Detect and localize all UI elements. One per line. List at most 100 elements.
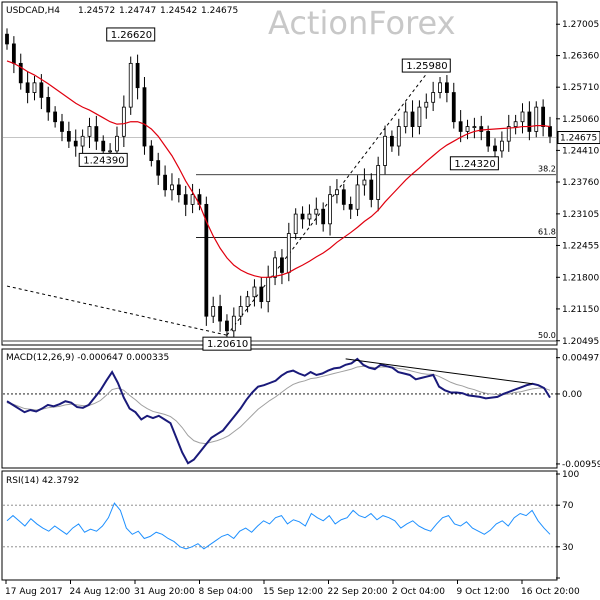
ohlc-high: 1.24747 (119, 6, 156, 16)
candle-body (534, 106, 539, 132)
candle-body (458, 121, 463, 132)
candle-body (108, 150, 113, 153)
candle-body (321, 208, 326, 225)
candle-body (218, 306, 222, 322)
price-y-tick-label: 1.21800 (562, 273, 599, 283)
candle-body (259, 286, 264, 303)
candle-body (115, 135, 119, 152)
candle-body (293, 213, 298, 234)
rsi-line (6, 502, 551, 550)
candle-body (94, 126, 99, 142)
candle-body (438, 82, 442, 93)
rsi-layer (3, 502, 556, 550)
candle-body (493, 145, 497, 152)
candle-body (252, 286, 257, 298)
candle-body (286, 233, 291, 273)
candle-body (46, 97, 51, 113)
candle-body (396, 126, 401, 147)
candle-body (273, 257, 277, 278)
candle-body (183, 194, 188, 205)
price-y-tick-label: 1.22455 (562, 241, 599, 251)
rsi-panel-frame (1, 470, 558, 581)
candle-body (499, 140, 504, 152)
x-tick-label: 8 Sep 04:00 (199, 587, 254, 597)
macd-divergence-line (345, 358, 533, 385)
macd-signal-line (6, 365, 551, 445)
candle-body (362, 179, 367, 186)
fib-label: 38.2 (538, 165, 556, 174)
moving-average-line (6, 60, 551, 278)
price-y-tick-label: 1.23105 (562, 210, 599, 220)
candle-body (11, 43, 16, 64)
trendline (6, 285, 228, 336)
candle-body (355, 184, 360, 210)
price-annotation-box (78, 152, 128, 167)
macd-panel-frame (1, 348, 558, 469)
candle-body (383, 135, 387, 166)
candle-body (541, 106, 546, 127)
candle-body (163, 174, 167, 191)
candle-body (314, 208, 319, 215)
candle-body (486, 131, 491, 147)
candle-body (149, 145, 154, 162)
current-price-tag (557, 131, 600, 145)
candle-body (156, 160, 161, 176)
x-tick-label: 17 Aug 2017 (5, 587, 63, 597)
candle-body (348, 203, 353, 210)
candle-body (5, 33, 9, 45)
price-annotation-box (202, 336, 252, 351)
candle-body (170, 184, 174, 191)
candle-body (513, 121, 518, 127)
x-tick-label: 2 Oct 04:00 (392, 587, 445, 597)
candle-body (527, 111, 532, 132)
rsi-y-tick-label: 100 (562, 470, 579, 480)
x-tick-label: 16 Oct 20:00 (521, 587, 580, 597)
candle-body (238, 306, 243, 317)
current-price-tag-label: 1.24675 (560, 134, 597, 144)
candle-body (369, 179, 374, 200)
price-annotation-label: 1.26620 (111, 30, 152, 41)
fib-label: 61.8 (538, 227, 556, 236)
macd-line (6, 357, 551, 465)
x-tick-label: 9 Oct 12:00 (457, 587, 510, 597)
candle-body (266, 276, 271, 303)
rsi-y-tick-label: 70 (562, 501, 574, 511)
macd-y-tick-label: 0.00 (562, 390, 582, 400)
ohlc-low: 1.24542 (160, 6, 197, 16)
price-annotation-box (106, 27, 156, 42)
macd-y-tick-label: 0.004972 (562, 354, 600, 364)
x-tick-label: 24 Aug 12:00 (70, 587, 131, 597)
candle-body (80, 135, 85, 147)
candle-body (520, 111, 525, 123)
candle-body (451, 92, 456, 123)
candle-body (417, 106, 422, 127)
price-y-tick-label: 1.20495 (562, 337, 599, 347)
candle-body (87, 126, 92, 137)
price-y-tick-label: 1.23760 (562, 178, 599, 188)
rsi-y-tick-label: 30 (562, 543, 574, 553)
candle-body (307, 213, 312, 220)
macd-layer (3, 357, 556, 465)
candle-body (280, 257, 284, 273)
price-annotation-box (401, 58, 451, 73)
candle-body (472, 126, 477, 128)
macd-title: MACD(12,26,9) -0.000647 0.000335 (6, 353, 169, 363)
price-annotation-label: 1.20610 (207, 339, 248, 350)
price-y-tick-label: 1.24410 (562, 146, 599, 156)
candle-body (190, 194, 195, 205)
candle-body (328, 194, 332, 225)
candle-body (211, 306, 216, 317)
candle-body (135, 62, 140, 89)
candle-body (66, 131, 71, 142)
candle-body (25, 82, 30, 93)
candle-body (506, 126, 511, 142)
candle-body (390, 135, 394, 147)
watermark: ActionForex (268, 4, 456, 42)
symbol-label: USDCAD,H4 (6, 6, 60, 16)
candle-body (410, 111, 415, 127)
candle-body (101, 140, 106, 152)
candle-body (142, 87, 147, 147)
price-y-tick-label: 1.25710 (562, 83, 599, 93)
